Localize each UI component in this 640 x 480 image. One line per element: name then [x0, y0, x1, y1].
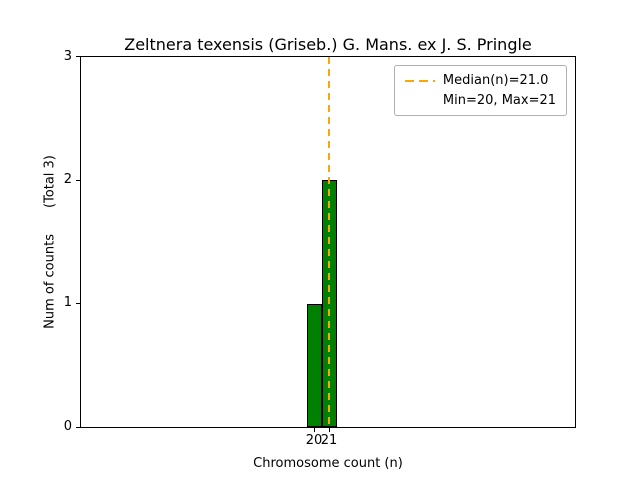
legend-row-minmax: Min=20, Max=21 — [405, 93, 556, 108]
legend: Median(n)=21.0 Min=20, Max=21 — [393, 65, 567, 116]
y-tick-label-2: 2 — [63, 172, 72, 187]
legend-swatch-spacer — [405, 100, 435, 102]
y-tick-label-0: 0 — [63, 419, 72, 434]
x-axis-label: Chromosome count (n) — [253, 456, 403, 471]
y-tick-mark-3 — [76, 56, 80, 57]
x-tick-mark-20 — [314, 428, 315, 432]
median-line — [328, 57, 330, 427]
x-tick-label-20: 20 — [305, 433, 323, 448]
y-tick-label-3: 3 — [63, 49, 72, 64]
plot-area: Median(n)=21.0 Min=20, Max=21 — [80, 56, 576, 428]
y-tick-mark-0 — [76, 427, 80, 428]
median-dashed-line-swatch — [404, 79, 435, 82]
y-tick-mark-2 — [76, 180, 80, 181]
bar-20 — [307, 303, 322, 427]
y-tick-mark-1 — [76, 303, 80, 304]
chart-title: Zeltnera texensis (Griseb.) G. Mans. ex … — [124, 35, 532, 54]
y-tick-label-1: 1 — [63, 295, 72, 310]
legend-row-median: Median(n)=21.0 — [404, 73, 556, 88]
legend-median-label: Median(n)=21.0 — [442, 73, 549, 88]
x-tick-label-21: 21 — [320, 433, 338, 448]
x-tick-mark-21 — [329, 428, 330, 432]
legend-minmax-label: Min=20, Max=21 — [442, 93, 556, 108]
y-axis-label-main: Num of counts — [42, 234, 58, 329]
